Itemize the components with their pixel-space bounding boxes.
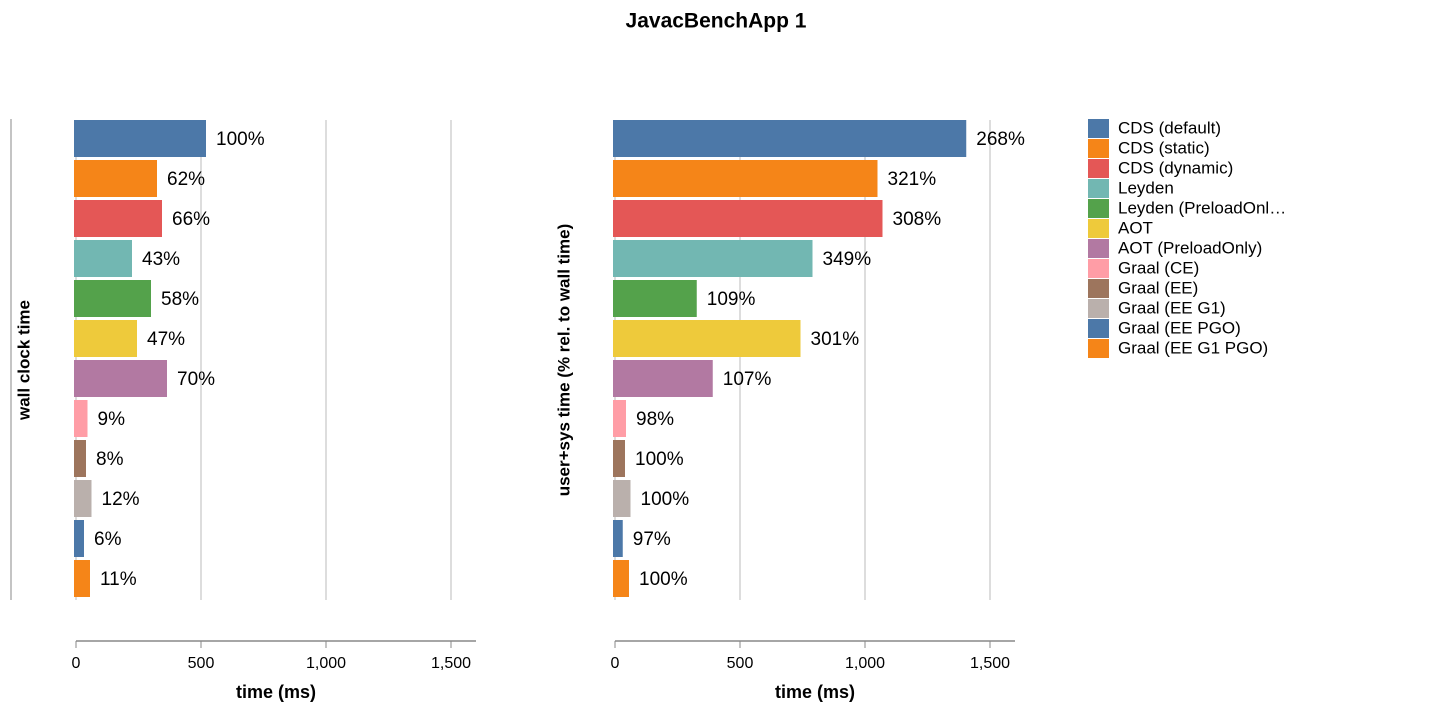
legend-swatch: [1088, 279, 1109, 298]
bar: [613, 560, 629, 597]
x-tick-label: 0: [72, 655, 81, 672]
bar: [74, 360, 167, 397]
legend-label: CDS (default): [1118, 118, 1221, 137]
bar: [74, 280, 151, 317]
legend-swatch: [1088, 339, 1109, 358]
bar-label: 100%: [639, 569, 688, 590]
bar: [74, 440, 86, 477]
bar-label: 11%: [100, 569, 137, 590]
legend-swatch: [1088, 219, 1109, 238]
bar: [74, 320, 137, 357]
bar-label: 6%: [94, 529, 122, 550]
bar: [613, 120, 967, 157]
legend-swatch: [1088, 259, 1109, 278]
bar: [613, 400, 626, 437]
x-tick-label: 500: [188, 655, 215, 672]
bar-label: 47%: [147, 329, 185, 350]
legend-swatch: [1088, 119, 1109, 138]
bar-label: 9%: [98, 409, 126, 430]
x-tick-label: 1,500: [970, 655, 1010, 672]
x-tick-label: 1,000: [845, 655, 885, 672]
legend-label: AOT (PreloadOnly): [1118, 238, 1262, 257]
x-axis-label: time (ms): [775, 682, 855, 702]
legend-label: AOT: [1118, 218, 1153, 237]
bar: [613, 440, 625, 477]
bar-label: 268%: [976, 129, 1025, 150]
legend-swatch: [1088, 319, 1109, 338]
bar: [613, 320, 801, 357]
bar: [74, 400, 88, 437]
legend-swatch: [1088, 239, 1109, 258]
legend-label: Graal (EE): [1118, 278, 1198, 297]
bar-label: 70%: [177, 369, 215, 390]
bar: [613, 520, 623, 557]
bar: [613, 480, 631, 517]
x-tick-label: 0: [611, 655, 620, 672]
bar-label: 58%: [161, 289, 199, 310]
bar-label: 308%: [893, 209, 942, 230]
bar-label: 62%: [167, 169, 205, 190]
bar: [74, 240, 132, 277]
legend-label: Graal (CE): [1118, 258, 1199, 277]
legend-swatch: [1088, 199, 1109, 218]
legend-label: Graal (EE PGO): [1118, 318, 1241, 337]
bar-label: 100%: [641, 489, 690, 510]
bar-label: 8%: [96, 449, 124, 470]
bar-label: 100%: [216, 129, 265, 150]
bar: [613, 280, 697, 317]
legend-swatch: [1088, 159, 1109, 178]
legend-label: Leyden: [1118, 178, 1174, 197]
bar-label: 107%: [723, 369, 772, 390]
bar-label: 109%: [707, 289, 756, 310]
y-axis-label: user+sys time (% rel. to wall time): [554, 224, 573, 497]
bar: [613, 160, 878, 197]
legend-label: CDS (dynamic): [1118, 158, 1233, 177]
bar: [613, 200, 883, 237]
bar-label: 100%: [635, 449, 684, 470]
bar: [74, 120, 206, 157]
legend-swatch: [1088, 299, 1109, 318]
bar-label: 301%: [811, 329, 860, 350]
x-axis-label: time (ms): [236, 682, 316, 702]
bar-label: 12%: [102, 489, 140, 510]
bar-label: 321%: [888, 169, 937, 190]
bar-label: 66%: [172, 209, 210, 230]
legend-label: CDS (static): [1118, 138, 1210, 157]
legend-swatch: [1088, 179, 1109, 198]
bar-label: 43%: [142, 249, 180, 270]
bar: [74, 160, 157, 197]
legend-label: Leyden (PreloadOnl…: [1118, 198, 1286, 217]
chart-title: JavacBenchApp 1: [626, 10, 807, 33]
bar-label: 97%: [633, 529, 671, 550]
y-axis-label: wall clock time: [14, 300, 33, 421]
bar-label: 349%: [823, 249, 872, 270]
x-tick-label: 500: [727, 655, 754, 672]
bar: [74, 480, 92, 517]
bar: [74, 520, 84, 557]
legend-label: Graal (EE G1 PGO): [1118, 338, 1268, 357]
legend-label: Graal (EE G1): [1118, 298, 1226, 317]
legend-swatch: [1088, 139, 1109, 158]
bar: [74, 560, 90, 597]
bar: [613, 240, 813, 277]
bar-label: 98%: [636, 409, 674, 430]
x-tick-label: 1,000: [306, 655, 346, 672]
x-tick-label: 1,500: [431, 655, 471, 672]
bar: [74, 200, 162, 237]
bar: [613, 360, 713, 397]
